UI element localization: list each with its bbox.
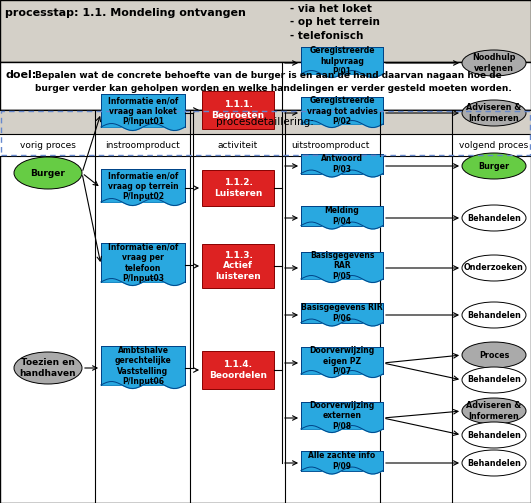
- FancyBboxPatch shape: [202, 91, 274, 129]
- FancyBboxPatch shape: [0, 134, 531, 156]
- Text: vorig proces: vorig proces: [20, 140, 76, 149]
- FancyBboxPatch shape: [301, 451, 383, 470]
- Ellipse shape: [462, 255, 526, 281]
- FancyBboxPatch shape: [301, 206, 383, 225]
- Polygon shape: [301, 426, 383, 433]
- Text: instroomproduct: instroomproduct: [106, 140, 181, 149]
- Ellipse shape: [462, 342, 526, 368]
- FancyBboxPatch shape: [301, 347, 383, 374]
- Text: procesdetaillering:: procesdetaillering:: [216, 117, 314, 127]
- Text: burger verder kan geholpen worden en welke handelingen er verder gesteld moeten : burger verder kan geholpen worden en wel…: [35, 83, 512, 93]
- FancyBboxPatch shape: [0, 110, 531, 503]
- Polygon shape: [101, 381, 185, 388]
- Text: Informatie en/of
vraag aan loket
P/Input01: Informatie en/of vraag aan loket P/Input…: [108, 96, 178, 126]
- Text: Ambtshalve
gerechtelijke
Vaststelling
P/Input06: Ambtshalve gerechtelijke Vaststelling P/…: [115, 346, 172, 386]
- Polygon shape: [101, 124, 185, 130]
- Polygon shape: [301, 319, 383, 326]
- FancyBboxPatch shape: [0, 110, 531, 134]
- FancyBboxPatch shape: [202, 351, 274, 389]
- Text: Doorverwijzing
eigen PZ
P/07: Doorverwijzing eigen PZ P/07: [310, 346, 375, 376]
- Text: Alle zachte info
P/09: Alle zachte info P/09: [309, 451, 375, 471]
- Polygon shape: [101, 279, 185, 286]
- Ellipse shape: [462, 398, 526, 424]
- FancyBboxPatch shape: [301, 97, 383, 124]
- Polygon shape: [101, 199, 185, 206]
- Ellipse shape: [462, 367, 526, 393]
- FancyBboxPatch shape: [101, 94, 185, 127]
- Polygon shape: [301, 276, 383, 283]
- Text: Adviseren &
Informeren: Adviseren & Informeren: [466, 401, 521, 421]
- Text: Melding
P/04: Melding P/04: [324, 206, 359, 226]
- FancyBboxPatch shape: [301, 302, 383, 322]
- Bar: [1, 111, 530, 155]
- Ellipse shape: [462, 450, 526, 476]
- Ellipse shape: [462, 205, 526, 231]
- Text: Informatie en/of
vraag per
telefoon
P/Input03: Informatie en/of vraag per telefoon P/In…: [108, 243, 178, 283]
- Polygon shape: [301, 371, 383, 377]
- Text: 1.1.3.
Actief
luisteren: 1.1.3. Actief luisteren: [215, 251, 261, 281]
- Ellipse shape: [462, 302, 526, 328]
- Polygon shape: [301, 170, 383, 177]
- Text: Basisgegevens
RAR
P/05: Basisgegevens RAR P/05: [310, 251, 374, 281]
- Text: processtap: 1.1. Mondeling ontvangen: processtap: 1.1. Mondeling ontvangen: [5, 8, 246, 18]
- Polygon shape: [301, 70, 383, 77]
- FancyBboxPatch shape: [301, 153, 383, 174]
- FancyBboxPatch shape: [301, 402, 383, 429]
- Text: 1.1.1.
Begroeten: 1.1.1. Begroeten: [211, 100, 264, 120]
- Text: Proces: Proces: [479, 351, 509, 360]
- FancyBboxPatch shape: [301, 47, 383, 74]
- Text: Informatie en/of
vraag op terrein
P/Input02: Informatie en/of vraag op terrein P/Inpu…: [108, 171, 178, 201]
- FancyBboxPatch shape: [301, 252, 383, 279]
- Text: Behandelen: Behandelen: [467, 431, 521, 440]
- Text: Basisgegevens RIR
P/06: Basisgegevens RIR P/06: [301, 303, 383, 323]
- Text: - op het terrein: - op het terrein: [290, 17, 380, 27]
- FancyBboxPatch shape: [101, 243, 185, 282]
- Text: Behandelen: Behandelen: [467, 310, 521, 319]
- Ellipse shape: [462, 422, 526, 448]
- FancyBboxPatch shape: [101, 346, 185, 385]
- Text: Doorverwijzing
externen
P/08: Doorverwijzing externen P/08: [310, 401, 375, 431]
- Text: Onderzoeken: Onderzoeken: [464, 264, 524, 273]
- FancyBboxPatch shape: [202, 170, 274, 206]
- Text: 1.1.4.
Beoordelen: 1.1.4. Beoordelen: [209, 360, 267, 380]
- Polygon shape: [301, 222, 383, 229]
- FancyBboxPatch shape: [0, 62, 531, 110]
- Ellipse shape: [462, 50, 526, 76]
- Text: Behandelen: Behandelen: [467, 459, 521, 467]
- Text: - telefonisch: - telefonisch: [290, 31, 363, 41]
- Text: Burger: Burger: [31, 169, 65, 178]
- Text: uitstroomproduct: uitstroomproduct: [291, 140, 369, 149]
- Text: Antwoord
P/03: Antwoord P/03: [321, 154, 363, 174]
- Ellipse shape: [14, 352, 82, 384]
- FancyBboxPatch shape: [0, 0, 531, 62]
- Text: Toezien en
handhaven: Toezien en handhaven: [20, 358, 76, 378]
- Text: Behandelen: Behandelen: [467, 213, 521, 222]
- Text: Behandelen: Behandelen: [467, 376, 521, 384]
- Text: Noodhulp
verlenen: Noodhulp verlenen: [472, 53, 516, 73]
- Ellipse shape: [462, 100, 526, 126]
- Text: 1.1.2.
Luisteren: 1.1.2. Luisteren: [214, 178, 262, 198]
- FancyBboxPatch shape: [202, 244, 274, 288]
- Ellipse shape: [14, 157, 82, 189]
- Text: doel:: doel:: [5, 70, 36, 80]
- FancyBboxPatch shape: [101, 169, 185, 202]
- Text: Bepalen wat de concrete behoefte van de burger is en aan de hand daarvan nagaan : Bepalen wat de concrete behoefte van de …: [35, 70, 502, 79]
- Text: Geregistreerde
hulpvraag
P/01: Geregistreerde hulpvraag P/01: [309, 46, 375, 76]
- Text: Burger: Burger: [478, 161, 510, 171]
- Text: - via het loket: - via het loket: [290, 4, 372, 14]
- Text: volgend proces: volgend proces: [459, 140, 529, 149]
- Polygon shape: [301, 121, 383, 127]
- Text: activiteit: activiteit: [218, 140, 258, 149]
- Text: Geregistreerde
vraag tot advies
P/02: Geregistreerde vraag tot advies P/02: [306, 96, 378, 126]
- Text: Adviseren &
Informeren: Adviseren & Informeren: [466, 103, 521, 123]
- Ellipse shape: [462, 153, 526, 179]
- Polygon shape: [301, 467, 383, 474]
